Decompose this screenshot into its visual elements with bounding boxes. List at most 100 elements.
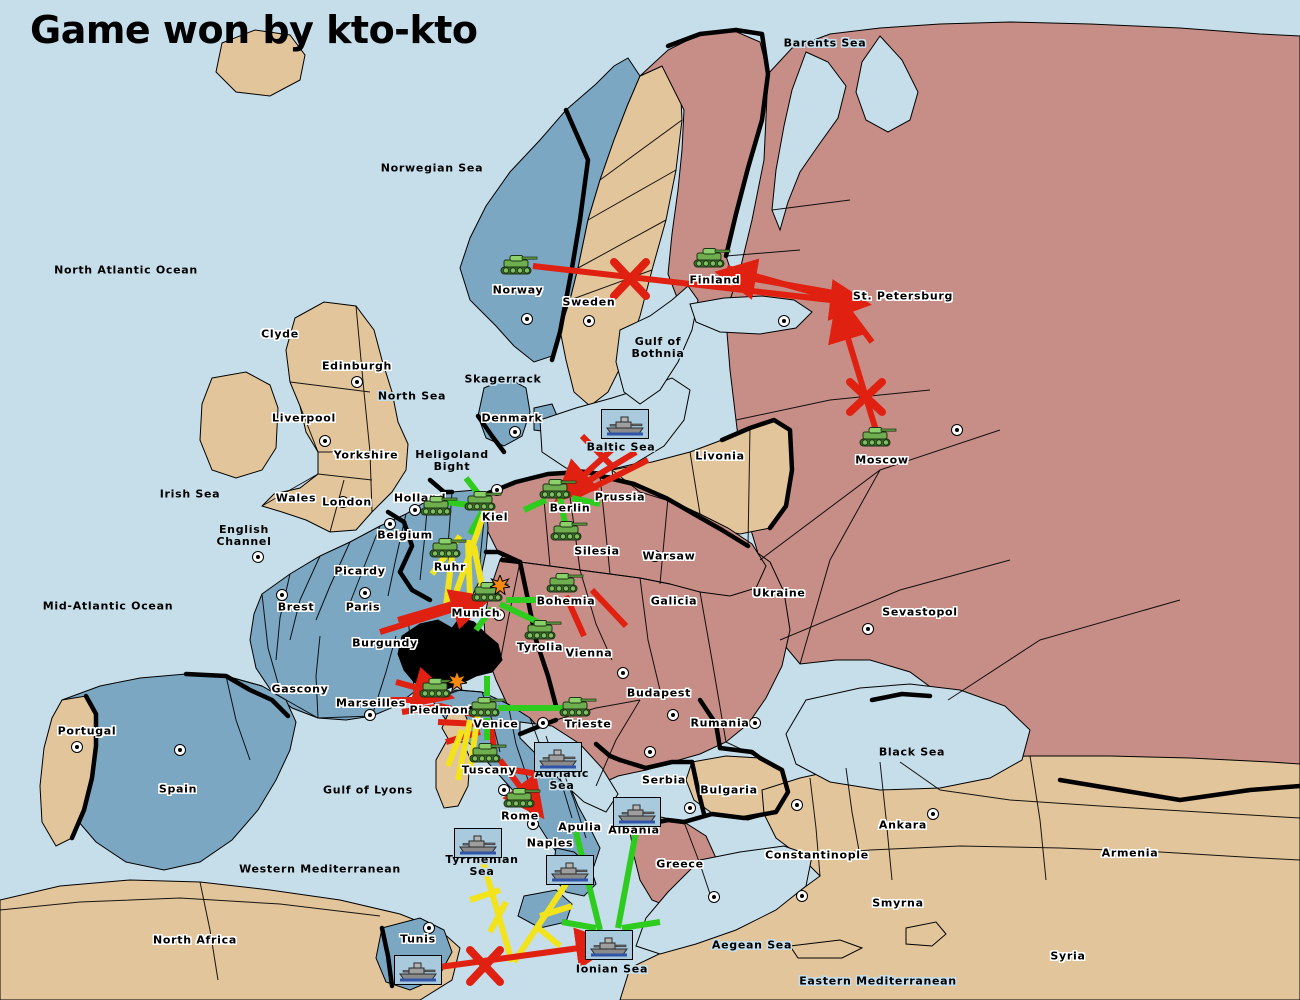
gulf-bothnia-water	[615, 285, 699, 405]
supply-center-constantinople	[791, 799, 803, 811]
order-finland-support	[726, 265, 841, 303]
army-unit-moscow[interactable]	[858, 425, 898, 449]
supply-center-serbia	[644, 746, 656, 758]
supply-center-denmark	[509, 426, 521, 438]
supply-center-paris	[359, 587, 371, 599]
black-sea	[785, 683, 1031, 791]
fleet-unit-tyrrhenian-sea[interactable]	[454, 828, 502, 858]
border-rumania-bulgaria	[717, 745, 763, 761]
order-piedmont-attacked-c	[401, 703, 443, 715]
page-title: Game won by kto-kto	[30, 8, 478, 52]
supply-center-budapest	[667, 709, 679, 721]
border-germany-south	[483, 549, 523, 565]
bounce-x-stp-moscow	[846, 378, 886, 416]
order-munich-attacked-a	[379, 589, 493, 635]
order-convoy-naples	[511, 882, 569, 964]
supply-center-holland	[409, 504, 421, 516]
border-livonia-russia	[719, 417, 795, 531]
border-warsaw-prussia	[597, 473, 751, 549]
army-unit-berlin[interactable]	[538, 477, 578, 501]
border-trieste-serbia	[593, 741, 623, 763]
supply-center-norway	[521, 313, 533, 325]
fleet-unit-baltic-sea[interactable]	[601, 409, 649, 439]
orders-north	[532, 258, 886, 438]
border-belgium-holland	[397, 569, 433, 603]
order-stp-branch	[839, 300, 875, 344]
army-unit-holland[interactable]	[419, 494, 459, 518]
supply-center-naples	[527, 818, 539, 830]
border-bulgaria-east	[757, 755, 791, 815]
supply-center-vienna	[617, 667, 629, 679]
fleet-unit-tunis[interactable]	[394, 955, 442, 985]
border-russia-north	[665, 27, 739, 49]
supply-center-liverpool	[319, 435, 331, 447]
supply-center-portugal	[71, 741, 83, 753]
army-unit-ruhr[interactable]	[428, 536, 468, 560]
order-munich-support-sw	[473, 606, 495, 632]
order-convoy-tyrr-br-a	[469, 887, 501, 903]
fleet-unit-naples[interactable]	[546, 855, 594, 885]
army-unit-rome[interactable]	[502, 786, 542, 810]
north-africa-land	[0, 879, 461, 1000]
bounce-x-tunis-ionian	[466, 946, 504, 986]
cyprus	[905, 921, 947, 947]
supply-center-smyrna	[796, 890, 808, 902]
army-unit-trieste[interactable]	[558, 695, 598, 719]
supply-center-bulgaria	[684, 802, 696, 814]
supply-center-st-petersburg	[778, 315, 790, 327]
army-unit-venice[interactable]	[467, 695, 507, 719]
order-venice-to-tuscany	[487, 719, 497, 749]
supply-center-belgium	[384, 518, 396, 530]
supply-center-warsaw	[649, 550, 661, 562]
kola-inlet	[771, 51, 847, 232]
order-albania-support-ionian	[615, 825, 640, 929]
order-munich-attacked-b	[397, 597, 467, 623]
supply-center-tunis	[423, 922, 435, 934]
order-berlin-hold-w	[522, 497, 548, 513]
order-tunis-to-ionian	[431, 927, 618, 971]
order-convoy-tyrrhenian	[479, 857, 515, 963]
dislodged-marker-munich	[488, 573, 512, 599]
supply-center-spain	[174, 744, 186, 756]
orders-west	[379, 476, 629, 638]
border-russia-finland	[723, 27, 771, 259]
order-ionian-support-w	[561, 919, 597, 931]
army-unit-finland[interactable]	[692, 246, 732, 270]
order-berlin-support-silesia	[571, 495, 601, 507]
army-unit-norway[interactable]	[499, 253, 539, 277]
supply-center-trieste	[537, 717, 549, 729]
fleet-unit-ionian-sea[interactable]	[585, 930, 633, 960]
border-bulgaria-serbia	[689, 759, 707, 817]
supply-center-rumania	[749, 717, 761, 729]
denmark-land	[477, 377, 531, 447]
iceland	[215, 29, 306, 97]
order-convoy-naples-br	[539, 903, 573, 919]
fleet-unit-adriatic-sea[interactable]	[534, 742, 582, 772]
fleet-unit-albania[interactable]	[613, 797, 661, 827]
supply-center-brest	[276, 589, 288, 601]
army-unit-tyrolia[interactable]	[523, 618, 563, 642]
border-galicia-rumania	[697, 697, 723, 751]
army-unit-kiel[interactable]	[463, 489, 503, 513]
supply-center-moscow	[951, 424, 963, 436]
border-tunis-africa	[379, 925, 395, 989]
order-norway-to-stp	[532, 263, 872, 321]
supply-center-ankara	[927, 808, 939, 820]
order-kiel-support-down	[467, 510, 485, 536]
border-austria-balkan	[617, 757, 695, 771]
order-bohemia-attack-sw	[563, 594, 587, 638]
supply-center-sweden	[583, 315, 595, 327]
border-kiel-holland	[427, 477, 455, 495]
supply-center-marseilles	[364, 709, 376, 721]
order-tuscany-east	[499, 765, 539, 777]
border-france-lowlands	[385, 509, 415, 575]
army-unit-silesia[interactable]	[549, 519, 589, 543]
orders-baltic	[522, 433, 650, 529]
army-unit-tuscany[interactable]	[468, 741, 508, 765]
dislodged-marker-piedmont	[445, 669, 469, 695]
border-spain-france	[183, 671, 291, 719]
ireland	[199, 371, 279, 479]
army-unit-bohemia[interactable]	[545, 571, 585, 595]
